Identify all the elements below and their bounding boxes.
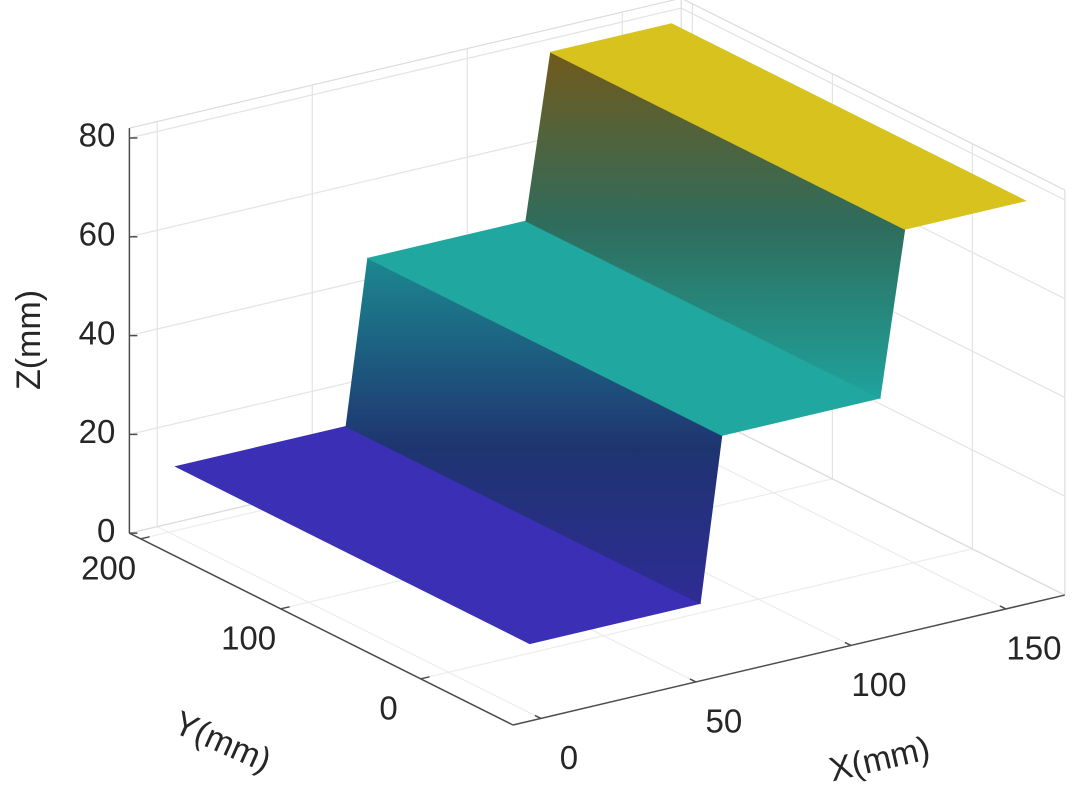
x-tick bbox=[534, 714, 542, 720]
y-tick-label: 0 bbox=[379, 690, 397, 727]
grid-line bbox=[420, 548, 973, 680]
y-tick bbox=[420, 676, 430, 680]
x-tick-label: 50 bbox=[706, 703, 743, 740]
y-axis-line bbox=[129, 532, 514, 726]
grid-line bbox=[129, 7, 682, 139]
z-tick-label: 20 bbox=[79, 413, 116, 450]
axes bbox=[128, 128, 1065, 726]
y-axis-title: Y(mm) bbox=[168, 704, 277, 780]
x-tick bbox=[689, 678, 697, 683]
upper-step-face bbox=[549, 23, 1027, 230]
x-tick-label: 100 bbox=[851, 666, 906, 703]
z-tick-label: 40 bbox=[79, 314, 116, 351]
y-tick-label: 200 bbox=[81, 550, 136, 587]
grid-line bbox=[157, 526, 542, 719]
y-tick-label: 100 bbox=[221, 620, 276, 657]
x-tick bbox=[844, 641, 852, 647]
y-tick bbox=[140, 536, 150, 540]
x-tick bbox=[999, 605, 1007, 610]
box-edge bbox=[680, 402, 1066, 596]
x-tick-label: 0 bbox=[560, 739, 578, 776]
z-tick-label: 0 bbox=[97, 512, 115, 549]
z-tick-label: 60 bbox=[79, 216, 116, 253]
grid-line bbox=[680, 7, 1066, 201]
x-axis-line bbox=[512, 594, 1065, 726]
x-axis-title: X(mm) bbox=[826, 729, 934, 789]
z-tick-label: 80 bbox=[79, 117, 116, 154]
box-edge bbox=[129, 0, 677, 129]
z-axis-title: Z(mm) bbox=[10, 290, 48, 390]
x-tick-label: 150 bbox=[1006, 630, 1061, 667]
box-edge bbox=[683, 0, 1066, 191]
surface bbox=[174, 23, 1027, 645]
y-tick bbox=[280, 606, 290, 610]
